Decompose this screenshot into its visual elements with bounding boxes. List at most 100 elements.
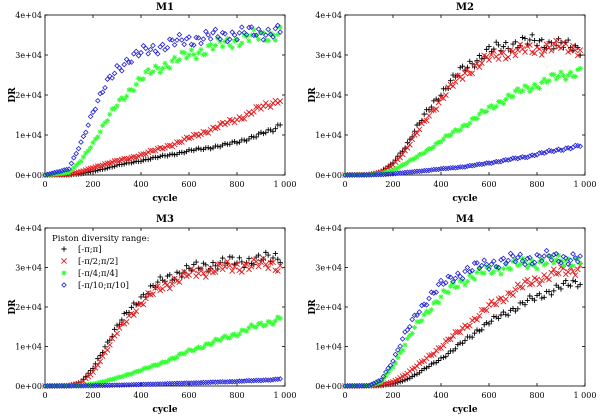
data-point — [500, 255, 507, 262]
data-point — [416, 151, 422, 158]
data-point — [164, 142, 171, 149]
data-point — [508, 266, 514, 272]
y-tick-label: 2e+04 — [15, 303, 42, 312]
data-point — [532, 81, 538, 88]
data-point — [457, 329, 464, 336]
legend-marker — [61, 258, 67, 264]
data-point — [488, 52, 495, 58]
data-point — [152, 63, 158, 69]
legend-marker — [61, 246, 67, 252]
data-point — [184, 349, 190, 355]
data-point — [423, 117, 430, 124]
data-point — [123, 56, 130, 63]
data-point — [244, 33, 250, 39]
data-point — [220, 255, 226, 261]
data-point — [431, 166, 437, 173]
data-point — [503, 260, 509, 267]
data-point — [232, 331, 238, 337]
data-point — [275, 32, 281, 38]
data-point — [94, 163, 101, 170]
data-point — [263, 249, 269, 255]
legend-title: Piston diversity range: — [52, 234, 150, 244]
data-point — [560, 280, 566, 286]
data-point — [553, 251, 559, 257]
data-point — [207, 379, 214, 385]
data-point — [460, 340, 466, 346]
data-point — [522, 258, 528, 265]
data-point — [433, 141, 439, 147]
data-point — [472, 330, 478, 336]
data-point — [274, 268, 281, 274]
data-point — [123, 156, 130, 162]
data-point — [191, 51, 197, 58]
data-point — [460, 63, 466, 69]
data-point — [536, 38, 542, 44]
data-point — [416, 370, 422, 376]
data-point — [570, 42, 576, 49]
data-point — [517, 41, 524, 48]
data-point — [406, 141, 413, 148]
data-point — [186, 380, 192, 386]
data-point — [142, 295, 149, 302]
data-point — [119, 374, 125, 380]
data-point — [409, 316, 415, 323]
data-point — [409, 136, 416, 143]
data-point — [454, 329, 461, 335]
data-point — [162, 47, 168, 53]
chart-title: M2 — [456, 2, 474, 13]
data-point — [500, 157, 507, 164]
data-point — [539, 256, 545, 263]
data-point — [448, 78, 454, 84]
data-point — [529, 280, 536, 287]
data-point — [464, 264, 471, 271]
data-point — [88, 145, 94, 151]
data-point — [455, 128, 461, 134]
data-point — [90, 369, 96, 375]
data-point — [522, 49, 528, 55]
data-point — [138, 158, 144, 164]
data-point — [162, 60, 168, 66]
data-point — [474, 269, 480, 276]
data-point — [469, 334, 475, 340]
data-point — [140, 366, 146, 372]
data-point — [534, 252, 540, 258]
x-tick-label: 800 — [529, 180, 544, 189]
data-point — [111, 158, 118, 164]
y-tick-label: 0e+00 — [15, 382, 42, 391]
data-point — [555, 258, 562, 265]
data-point — [464, 66, 471, 73]
data-point — [167, 65, 173, 71]
data-point — [517, 261, 523, 267]
data-point — [416, 309, 423, 315]
data-point — [138, 49, 144, 56]
data-point — [412, 156, 418, 162]
data-point — [85, 148, 91, 154]
data-point — [476, 312, 483, 319]
data-point — [503, 39, 509, 46]
data-point — [438, 294, 444, 300]
x-tick-label: 1 000 — [274, 391, 297, 400]
data-point — [435, 281, 442, 288]
data-point — [565, 269, 572, 275]
data-point — [260, 130, 266, 137]
data-point — [205, 145, 211, 151]
data-point — [496, 315, 502, 322]
data-point — [92, 106, 99, 113]
data-point — [231, 32, 238, 38]
data-point — [212, 336, 218, 342]
data-point — [236, 139, 242, 145]
data-point — [258, 259, 264, 265]
data-point — [536, 46, 543, 52]
data-point — [536, 85, 542, 92]
data-point — [539, 37, 545, 43]
data-point — [476, 328, 482, 334]
chart-panel-m1: M1 0 200 400 600 800 1 000 0e+00 1e+04 2e+04 3e+04… — [8, 2, 296, 204]
data-point — [138, 367, 144, 374]
data-point — [565, 282, 571, 288]
data-point — [131, 159, 137, 165]
data-point — [241, 378, 247, 384]
data-point — [442, 338, 449, 345]
series-2 — [342, 37, 584, 178]
data-point — [567, 145, 574, 152]
data-point — [505, 45, 511, 51]
